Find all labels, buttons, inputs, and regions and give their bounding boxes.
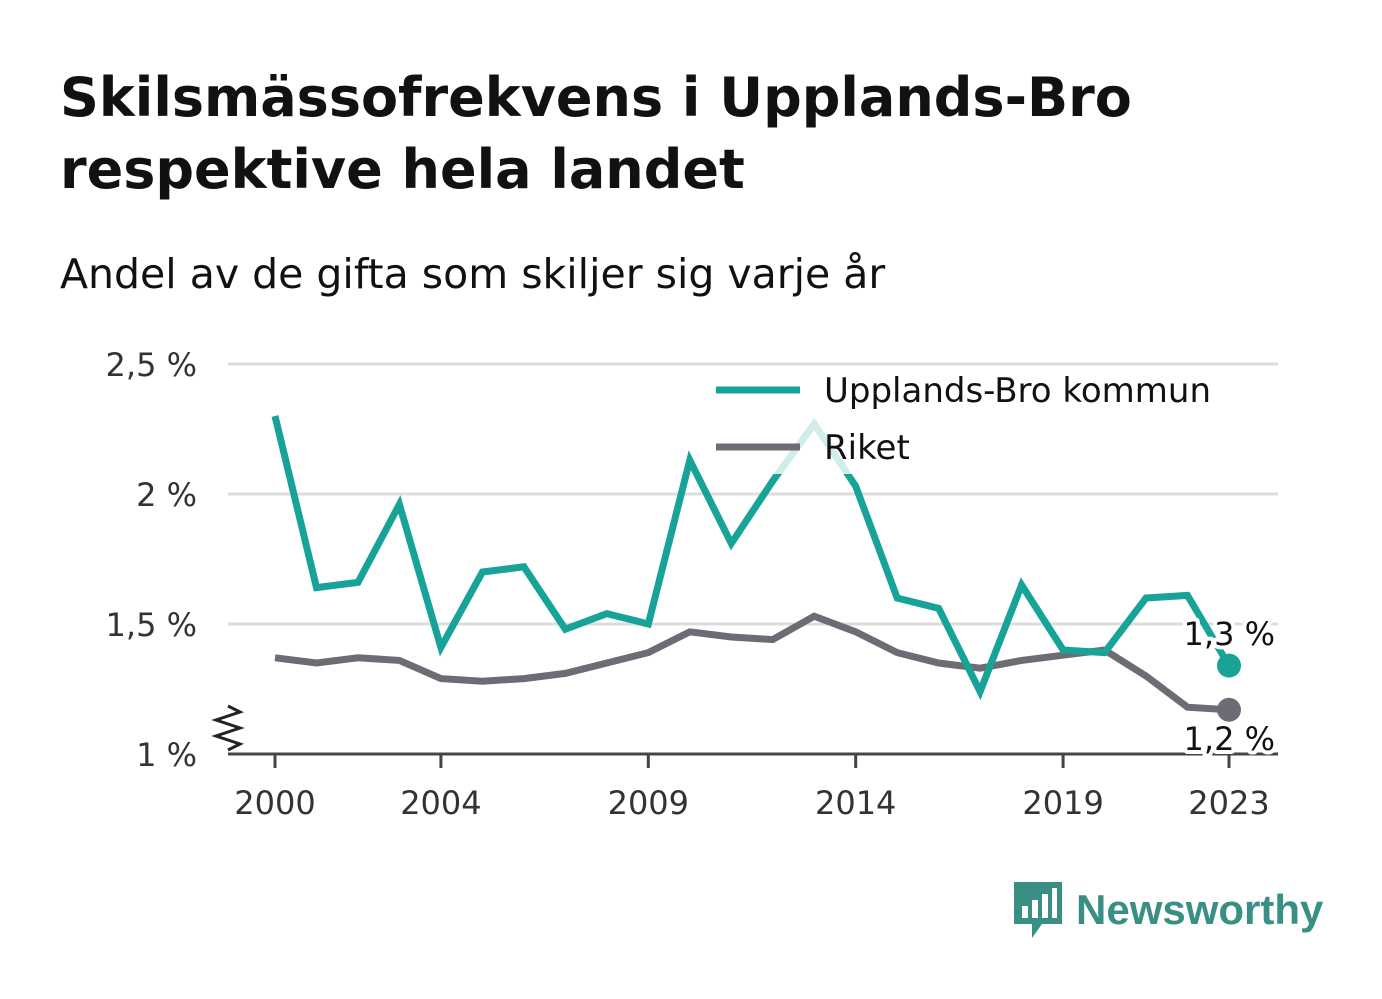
x-tick-label: 2023 xyxy=(1188,784,1269,822)
gridlines xyxy=(228,362,1278,626)
series-line-riket xyxy=(274,612,1230,714)
axis-break-icon xyxy=(211,704,245,752)
newsworthy-logo: Newsworthy xyxy=(1012,880,1323,940)
y-tick-label: 2,5 % xyxy=(106,346,197,384)
legend: Upplands-Bro kommun Riket xyxy=(704,366,1278,474)
legend-background xyxy=(704,366,1278,474)
y-tick-label: 1,5 % xyxy=(106,606,197,644)
end-labels: 1,3 % 1,2 % xyxy=(1180,611,1279,762)
x-tick-label: 2000 xyxy=(234,784,315,822)
end-point-marker xyxy=(1217,653,1241,678)
x-tick-label: 2019 xyxy=(1022,784,1103,822)
x-tick-label: 2009 xyxy=(608,784,689,822)
chart-subtitle: Andel av de gifta som skiljer sig varje … xyxy=(60,250,886,298)
legend-label: Upplands-Bro kommun xyxy=(824,371,1211,411)
y-tick-label: 2 % xyxy=(136,476,197,514)
x-tick-label: 2004 xyxy=(400,784,481,822)
legend-label: Riket xyxy=(824,428,910,468)
end-value-label: 1,3 % xyxy=(1184,615,1275,653)
end-point-marker xyxy=(1217,697,1241,722)
chart-title: Skilsmässofrekvens i Upplands-Bro respek… xyxy=(60,66,1132,201)
bar-chart-speech-bubble-icon xyxy=(1014,882,1062,938)
axes: 1 % 1,5 % 2 % 2,5 % 2000 2004 2009 2014 2019 2023 xyxy=(106,346,1278,822)
brand-name: Newsworthy xyxy=(1076,886,1324,933)
x-tick-label: 2014 xyxy=(815,784,896,822)
series-lines xyxy=(271,415,1233,714)
y-tick-label: 1 % xyxy=(136,736,197,774)
end-value-label: 1,2 % xyxy=(1184,720,1275,758)
series-line-upplands-bro xyxy=(271,415,1233,701)
